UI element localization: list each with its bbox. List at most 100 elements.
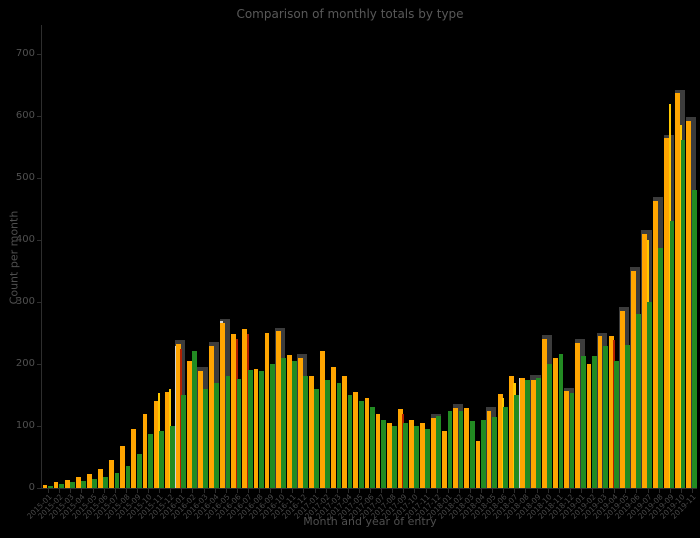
- bar-green: [547, 364, 553, 488]
- x-tick-mark: [125, 489, 127, 493]
- x-tick-mark: [325, 489, 327, 493]
- bar-orange: [586, 364, 592, 488]
- bar-orange: [220, 323, 226, 488]
- bar-green: [414, 426, 420, 488]
- x-tick-mark: [669, 489, 671, 493]
- y-tick-mark: [37, 54, 41, 55]
- bar-orange: [109, 460, 114, 488]
- bar-orange: [331, 367, 337, 488]
- bar-orange: [209, 346, 214, 488]
- bar-green: [669, 221, 675, 488]
- bar-green: [303, 376, 309, 488]
- bar-green: [436, 416, 442, 488]
- x-tick-mark: [347, 489, 349, 493]
- bar-orange: [442, 430, 448, 488]
- bar-green: [214, 382, 220, 488]
- bar-green: [658, 248, 664, 488]
- bar-green: [614, 360, 619, 488]
- bar-green: [602, 346, 608, 488]
- bar-orange: [353, 391, 359, 488]
- bar-green: [691, 190, 697, 488]
- x-tick-mark: [503, 489, 505, 493]
- bar-green: [680, 140, 686, 488]
- bar-green: [81, 480, 86, 488]
- y-tick-label: 700: [15, 48, 35, 59]
- y-tick-label: 600: [15, 110, 35, 121]
- bar-green: [136, 453, 142, 488]
- bar-green: [292, 360, 297, 488]
- bar-green: [336, 382, 342, 488]
- bar-orange: [642, 233, 647, 488]
- bar-orange: [198, 370, 203, 488]
- x-tick-mark: [281, 489, 283, 493]
- x-tick-mark: [192, 489, 194, 493]
- bar-green: [147, 434, 153, 488]
- x-tick-mark: [692, 489, 693, 493]
- bar-green: [392, 426, 397, 488]
- bar-green: [125, 466, 131, 488]
- bar-green: [503, 407, 508, 488]
- x-tick-mark: [214, 489, 216, 493]
- x-tick-mark: [558, 489, 560, 493]
- bar-orange: [297, 357, 303, 488]
- x-tick-mark: [469, 489, 471, 493]
- x-tick-mark: [358, 489, 360, 493]
- bar-green: [225, 376, 231, 488]
- x-tick-mark: [114, 489, 116, 493]
- bar-green: [236, 378, 242, 488]
- x-tick-mark: [292, 489, 294, 493]
- bar-green: [580, 355, 586, 488]
- bar-green: [192, 350, 198, 488]
- bar-orange: [431, 417, 436, 488]
- x-axis-spine: [41, 488, 697, 489]
- bar-green: [181, 395, 186, 488]
- bar-orange: [408, 419, 414, 488]
- bar-orange: [564, 391, 570, 488]
- bar-green: [636, 314, 642, 488]
- y-tick-mark: [37, 178, 41, 179]
- bar-green: [536, 378, 542, 488]
- x-tick-mark: [336, 489, 338, 493]
- x-tick-mark: [514, 489, 516, 493]
- bar-green: [247, 370, 253, 488]
- x-tick-mark: [48, 489, 50, 493]
- x-tick-mark: [447, 489, 449, 493]
- bar-orange: [42, 484, 48, 488]
- x-tick-mark: [148, 489, 150, 493]
- bar-orange: [286, 354, 292, 488]
- bar-green: [258, 370, 264, 488]
- bar-green: [403, 422, 408, 488]
- x-tick-mark: [381, 489, 383, 493]
- x-tick-mark: [59, 489, 61, 493]
- bar-green: [158, 430, 164, 488]
- x-tick-mark: [314, 489, 316, 493]
- x-tick-mark: [525, 489, 527, 493]
- y-tick-label: 0: [28, 482, 35, 493]
- bar-green: [514, 395, 519, 488]
- bar-green: [358, 401, 364, 488]
- bar-orange: [630, 271, 636, 488]
- bar-green: [103, 476, 109, 488]
- y-tick-label: 300: [15, 296, 35, 307]
- bar-orange: [364, 398, 370, 488]
- bar-green: [47, 485, 53, 488]
- x-tick-mark: [136, 489, 138, 493]
- x-tick-mark: [403, 489, 405, 493]
- x-tick-mark: [392, 489, 394, 493]
- bar-orange: [397, 409, 403, 488]
- bar-orange: [553, 357, 559, 488]
- x-tick-mark: [636, 489, 638, 493]
- x-tick-mark: [159, 489, 161, 493]
- bar-orange: [531, 379, 536, 488]
- bar-orange: [164, 391, 170, 488]
- bar-orange: [664, 137, 670, 488]
- y-tick-label: 400: [15, 234, 35, 245]
- bar-green: [70, 481, 75, 488]
- bar-orange: [453, 408, 459, 488]
- bar-orange: [142, 413, 148, 488]
- bar-green: [647, 302, 653, 488]
- y-tick-mark: [37, 364, 41, 365]
- bar-orange: [175, 344, 181, 488]
